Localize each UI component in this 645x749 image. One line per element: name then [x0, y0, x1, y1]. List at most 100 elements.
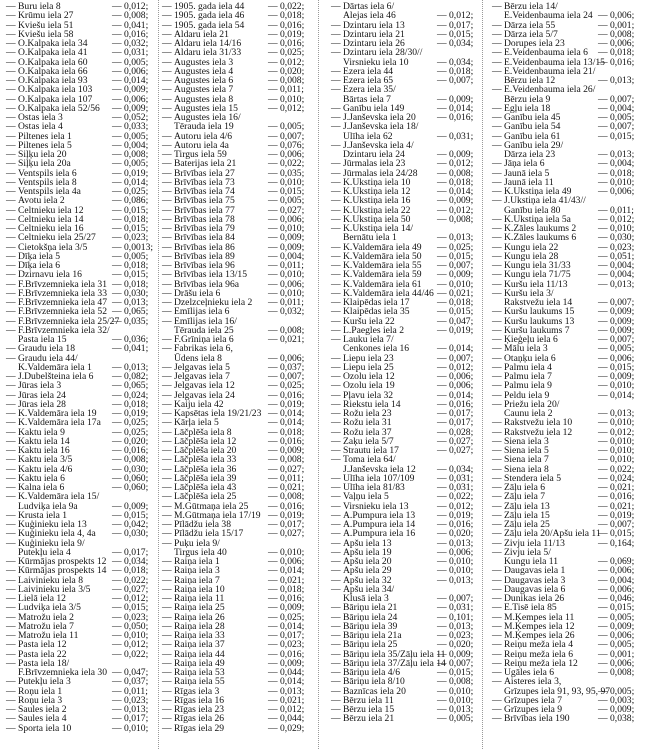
dash-marker: —	[6, 583, 16, 595]
address-name: E.Veidenbauma iela 13/15	[504, 56, 605, 68]
address-value: 0,027	[437, 436, 473, 446]
address-entry: —Apšu iela 34/Klusā iela 3 0,007	[331, 583, 483, 603]
dash-marker: —	[331, 491, 341, 503]
address-value: 0,007	[598, 520, 634, 530]
address-entry: —Brīvības iela 74 0,015	[162, 187, 314, 197]
dash-marker: —	[6, 213, 16, 225]
address-name: Kaktu iela 3/5	[18, 454, 73, 466]
dash-marker: —	[331, 528, 341, 540]
column-divider	[318, 0, 319, 749]
address-name: Grīzupes iela 91, 93, 95, 97	[504, 685, 611, 697]
dash-marker: —	[162, 574, 172, 586]
address-name: K.Ukstiņa iela 22	[343, 204, 411, 216]
address-entry: —A.Pumpura iela 16 0,020	[331, 528, 483, 540]
address-entry: —Ozolu iela 19 0,006	[331, 381, 483, 391]
dash-marker: —	[6, 130, 16, 142]
address-value: 0,047	[112, 668, 148, 678]
address-name: J.Dubelšteina iela 6	[18, 371, 94, 382]
address-entry: —Dorupes iela 23 0,006	[492, 39, 644, 49]
address-value: 0,008	[437, 214, 473, 224]
address-value: 0,027	[437, 446, 473, 456]
address-value: 0,023	[112, 612, 148, 622]
dash-marker: —	[162, 112, 172, 123]
address-name: Siena iela 7	[504, 454, 549, 466]
address-entry: —F.Grīniņa iela 6 0,021	[162, 335, 314, 345]
address-entry: —Bāriņu iela 8/10 0,008	[331, 677, 483, 687]
dash-marker: —	[331, 657, 341, 669]
address-entry: —Apšu iela 29 0,010	[331, 566, 483, 576]
address-name: Kungu iela 31/33	[504, 260, 571, 271]
address-entry: —Dārza iela 5/7 0,008	[492, 29, 644, 39]
address-name: Kaktu iela 6	[18, 472, 65, 484]
address-entry: —Lāčplēša iela 25 0,008	[162, 492, 314, 502]
address-value: 0,009	[112, 85, 148, 95]
dash-marker: —	[331, 509, 341, 521]
address-name: Daugavas iela 1	[504, 565, 566, 577]
address-entry: —O.Kalpaka iela 103 0,009	[6, 84, 158, 96]
dash-marker: —	[162, 213, 172, 225]
address-value: 0,009	[598, 325, 634, 335]
address-value: 0,007	[598, 335, 634, 345]
address-name: Lāčplēša iela 8	[174, 426, 232, 438]
dash-marker: —	[331, 38, 341, 49]
address-value: 0,0013	[112, 242, 153, 252]
dash-marker: —	[6, 417, 16, 429]
address-entry: —Dzintaru iela 28/30//Virsnieku iela 10 0…	[331, 48, 483, 67]
address-value: 0,018	[437, 66, 473, 76]
dash-marker: —	[331, 361, 341, 373]
address-value: 0,030	[112, 288, 148, 298]
address-name: Jūras iela 24	[18, 389, 66, 401]
address-entry: —Piltenes iela 1 0,005	[6, 130, 158, 142]
address-entry: —Brīvības iela 13/15 0,010	[162, 270, 314, 280]
address-name: Baterijas iela 21	[174, 158, 237, 170]
address-name: Brīvības iela 27	[174, 167, 235, 179]
address-value: 0,025	[268, 381, 304, 391]
address-value: 0,014	[268, 621, 304, 631]
address-name: Lāčplēša iela 33	[174, 454, 237, 466]
address-name: Brīvības iela 73	[174, 176, 235, 188]
address-value: 0,025	[268, 48, 304, 58]
address-entry: —Matrožu iela 2 0,023	[6, 612, 158, 622]
dash-marker: —	[331, 713, 341, 725]
dash-marker: —	[331, 583, 341, 595]
address-value: 0,019	[112, 409, 148, 419]
address-entry: —Kaktu iela 16 0,016	[6, 446, 158, 456]
dash-marker: —	[162, 630, 172, 641]
dash-marker: —	[331, 602, 341, 614]
address-value: 0,006	[268, 353, 304, 363]
address-name: O.Kalpaka iela 52/56	[18, 102, 100, 114]
dash-marker: —	[492, 620, 502, 632]
address-entry: —Ganību iela 149 0,014	[331, 103, 483, 113]
address-value: 0,035	[112, 316, 148, 326]
address-name: Rīgas iela 16	[174, 694, 225, 706]
address-entry: —Dārza iela 55 0,001	[492, 20, 644, 30]
dash-marker: —	[162, 102, 172, 114]
address-name: Ganību iela 45	[504, 112, 561, 123]
address-value: 0,017	[437, 20, 473, 30]
address-entry: —Kaktu iela 6 0,060	[6, 472, 158, 484]
address-entry: —Liepu iela 23 0,007	[331, 353, 483, 363]
address-value: 0,031	[112, 48, 148, 58]
address-name: Lāčplēša iela 43	[174, 482, 237, 493]
address-entry: —Baterijas iela 21 0,022	[162, 158, 314, 170]
address-value: 0,005	[112, 131, 148, 141]
address-entry: —Raiņa iela 44 0,016	[162, 649, 314, 659]
address-name: Ezera iela 35/	[343, 84, 396, 96]
dash-marker: —	[162, 482, 172, 493]
address-entry: —Jelgavas iela 7 0,007	[162, 372, 314, 382]
address-entry: —Ezera iela 35/Bārtas iela 7 0,009	[331, 85, 483, 104]
address-name: O.Kalpaka iela 103	[18, 84, 93, 96]
dash-marker: —	[492, 398, 502, 410]
address-entry: —Bērzu iela 15 0,013	[331, 705, 483, 715]
address-value: 0,015	[268, 187, 304, 197]
address-entry: —Celtnieku iela 25/27 0,023	[6, 233, 158, 243]
address-name: Pīlādžu iela 15/17	[174, 528, 244, 540]
address-value: 0,011	[268, 85, 304, 95]
dash-marker: —	[6, 528, 16, 540]
address-value: 0,006	[437, 547, 473, 557]
address-name: Bērzu iela 12	[504, 75, 556, 86]
address-entry: —Pļavu iela 32 0,014	[331, 390, 483, 400]
dash-marker: —	[492, 426, 502, 438]
address-name: Tirgus iela 40	[174, 546, 227, 558]
address-value: 0,013	[437, 621, 473, 631]
